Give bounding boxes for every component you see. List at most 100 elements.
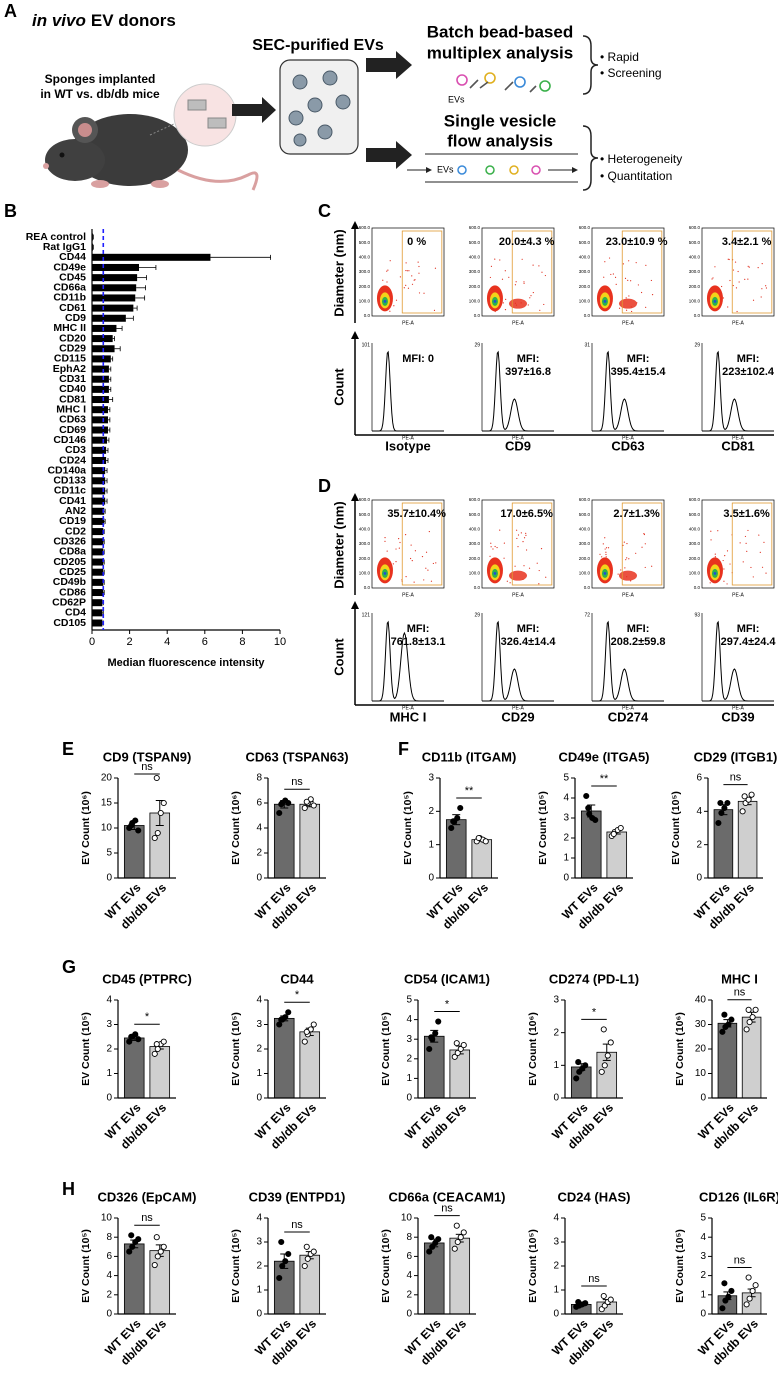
gate — [621, 502, 663, 586]
category-label: CD4 — [65, 607, 86, 619]
event-dot — [514, 284, 517, 286]
data-point — [719, 1305, 726, 1312]
y-tick-label: 0 — [700, 1309, 706, 1320]
data-point — [722, 1297, 729, 1304]
data-point — [728, 1287, 735, 1295]
scatter-y-tick: 300.0 — [579, 269, 591, 274]
zoom-circle — [173, 83, 237, 147]
y-tick-label: 2 — [428, 806, 434, 817]
y-tick-label: 0 — [406, 1309, 412, 1320]
category-label: MHC I — [56, 403, 86, 415]
data-point — [276, 1021, 283, 1028]
gate-percent: 35.7±10.4% — [387, 508, 446, 520]
data-point — [739, 808, 746, 815]
bar — [92, 578, 104, 586]
scatter-y-tick: 300.0 — [359, 541, 371, 546]
data-point — [582, 1062, 589, 1069]
y-tick-label: 3 — [106, 1019, 112, 1030]
category-label: CD45 — [59, 271, 86, 283]
bar — [92, 263, 139, 271]
data-point — [482, 838, 489, 845]
data-point — [746, 1019, 753, 1026]
y-tick-label: 2 — [406, 1289, 412, 1300]
bar — [149, 1250, 171, 1315]
event-dot — [430, 580, 433, 582]
scatter-y-tick: 500.0 — [579, 240, 591, 245]
hist-y-max: 31 — [584, 342, 590, 348]
bar — [92, 558, 104, 566]
event-dot — [650, 279, 652, 282]
data-point — [460, 1042, 467, 1049]
event-dot — [398, 547, 400, 549]
event-dot — [423, 292, 425, 294]
axis-unit: PE-A — [512, 320, 524, 326]
event-dot — [599, 553, 601, 555]
data-point — [460, 1229, 467, 1236]
event-dot — [403, 287, 405, 289]
event-dot — [640, 291, 643, 294]
bar — [92, 335, 113, 343]
data-point — [310, 1248, 317, 1255]
event-dot — [721, 285, 723, 288]
event-dot — [722, 559, 724, 562]
density-second — [619, 298, 637, 309]
vesicle — [457, 165, 467, 175]
data-point — [725, 1021, 732, 1028]
bar — [92, 416, 108, 424]
mfi-label: 208.2±59.8 — [611, 636, 666, 648]
y-tick-label: 6 — [696, 773, 702, 784]
histogram-curve — [482, 620, 554, 702]
bead — [456, 74, 468, 86]
y-tick-label: 2 — [106, 1289, 112, 1300]
bar — [92, 467, 106, 475]
vesicle — [335, 94, 351, 110]
vesicle — [292, 74, 308, 90]
zoom-line — [149, 121, 179, 136]
event-dot — [761, 566, 764, 568]
scatter-y-tick: 100.0 — [359, 571, 371, 576]
event-dot — [523, 281, 525, 283]
note: • Quantitation — [600, 169, 672, 183]
event-dot — [620, 569, 622, 571]
density-peak — [713, 572, 717, 575]
event-dot — [413, 581, 415, 583]
panel-label: F — [398, 739, 409, 759]
mouse-foot — [91, 180, 109, 188]
event-dot — [747, 278, 749, 280]
event-dot — [425, 551, 428, 553]
arrow — [232, 97, 276, 123]
event-dot — [717, 530, 719, 532]
y-axis-label: EV Count (10⁶) — [527, 1012, 539, 1086]
event-dot — [515, 529, 518, 531]
event-dot — [522, 541, 524, 543]
scatter-y-tick: 200.0 — [469, 284, 481, 289]
data-point — [718, 809, 725, 817]
bar — [273, 1260, 295, 1315]
category-label: CD205 — [53, 556, 86, 568]
data-point — [135, 1236, 142, 1243]
event-dot — [405, 262, 407, 264]
event-dot — [399, 276, 401, 278]
event-dot — [747, 265, 749, 267]
event-dot — [601, 556, 603, 558]
data-point — [153, 774, 160, 782]
arrow-head — [351, 221, 359, 229]
category-label: CD3 — [65, 444, 86, 456]
bar — [92, 528, 104, 536]
event-dot — [418, 265, 420, 268]
event-dot — [492, 548, 494, 550]
mfi-label: MFI: — [407, 623, 430, 635]
axis-unit: PE-A — [732, 705, 744, 711]
category-label: CD326 — [53, 536, 86, 548]
event-dot — [384, 537, 386, 539]
data-point — [745, 1006, 752, 1013]
x-tick-label: 6 — [202, 636, 208, 648]
event-dot — [504, 309, 507, 311]
scatter-y-tick: 0.0 — [474, 585, 481, 590]
scatter-y-tick: 600.0 — [469, 225, 481, 230]
data-point — [717, 799, 724, 807]
event-dot — [514, 565, 516, 567]
vesicle — [317, 124, 333, 140]
y-tick-label: 5 — [406, 995, 412, 1006]
scatter-y-tick: 400.0 — [689, 255, 701, 260]
